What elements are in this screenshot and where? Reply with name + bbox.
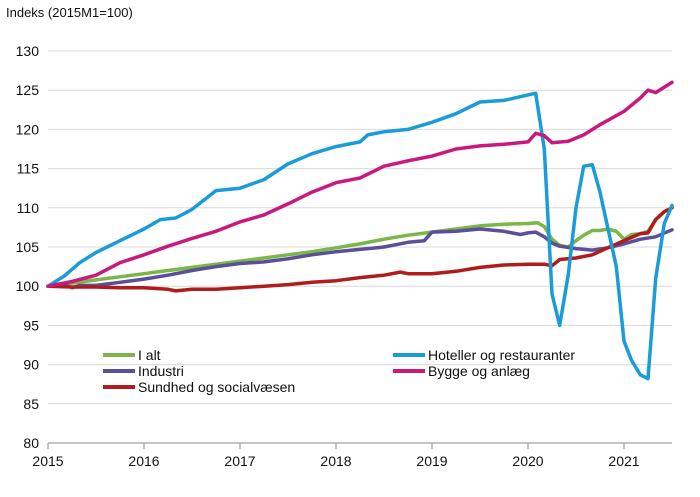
series-line-3: [46, 91, 674, 381]
legend-item-3: Hoteller og restauranter: [393, 347, 575, 363]
legend-label: Bygge og anlæg: [428, 363, 530, 379]
x-tick-label: 2018: [320, 453, 351, 469]
axes: 80 85 90 95 100 105 110 115 120 125 130 2015 2016 201…: [16, 43, 672, 469]
legend-label: Industri: [138, 363, 184, 379]
x-tick-label: 2016: [128, 453, 159, 469]
y-tick-label: 80: [23, 435, 39, 451]
y-tick-label: 110: [17, 200, 40, 216]
x-tick-label: 2015: [32, 453, 63, 469]
legend-label: I alt: [138, 347, 161, 363]
y-tick-label: 90: [23, 357, 39, 373]
legend-item-1: Industri: [103, 363, 184, 379]
legend-item-2: Sundhed og socialvæsen: [103, 379, 295, 395]
series-line-0: [46, 206, 674, 288]
y-axis-unit-label: Indeks (2015M1=100): [6, 5, 133, 20]
y-tick-label: 85: [23, 396, 39, 412]
series-line-4: [46, 80, 674, 288]
x-tick-label: 2017: [224, 453, 255, 469]
legend-label: Sundhed og socialvæsen: [138, 379, 295, 395]
y-tick-label: 100: [16, 278, 40, 294]
series-line-1: [46, 227, 674, 290]
y-tick-label: 130: [16, 43, 40, 59]
x-tick-label: 2019: [416, 453, 447, 469]
legend-label: Hoteller og restauranter: [428, 347, 575, 363]
x-tick-label: 2021: [608, 453, 639, 469]
x-tick-label: 2020: [512, 453, 543, 469]
y-tick-label: 105: [16, 239, 40, 255]
legend-item-0: I alt: [103, 347, 161, 363]
legend-item-4: Bygge og anlæg: [393, 363, 530, 379]
y-tick-label: 115: [17, 161, 40, 177]
y-tick-label: 125: [16, 82, 40, 98]
y-tick-label: 95: [23, 317, 39, 333]
gridlines: [48, 50, 672, 405]
series-lines: [46, 80, 674, 381]
y-tick-label: 120: [16, 121, 40, 137]
